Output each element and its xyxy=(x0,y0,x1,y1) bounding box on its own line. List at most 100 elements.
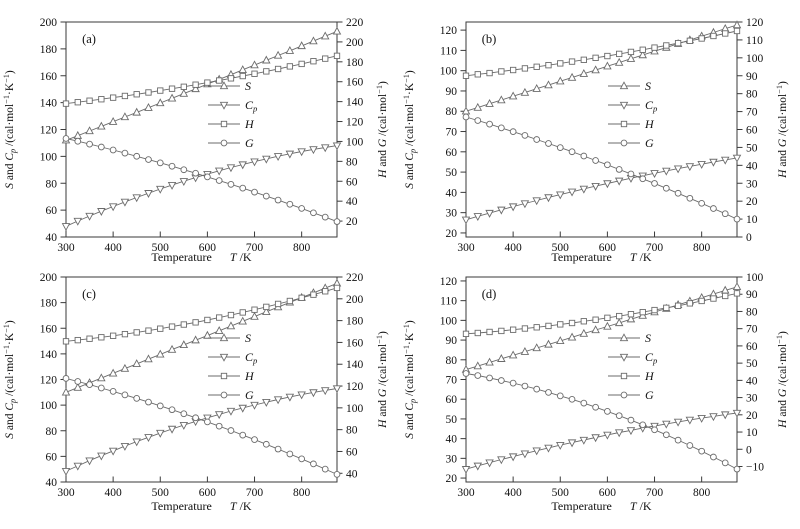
circle-marker-icon xyxy=(227,180,235,188)
triangle-up-marker-icon xyxy=(320,31,330,40)
right-tick-label: 220 xyxy=(346,272,364,284)
circle-marker-icon xyxy=(662,431,670,439)
triangle-down-marker-icon xyxy=(579,185,589,194)
series-G-line xyxy=(465,373,738,470)
left-tick-label: 30 xyxy=(446,453,458,465)
triangle-up-marker-icon xyxy=(532,83,541,92)
triangle-up-marker-icon xyxy=(619,81,629,90)
triangle-down-marker-icon xyxy=(250,401,259,410)
circle-marker-icon xyxy=(710,453,717,461)
right-tick-label: 0 xyxy=(746,232,752,244)
circle-marker-icon xyxy=(698,199,706,207)
legend-label-G: G xyxy=(645,136,654,150)
left-tick-label: 80 xyxy=(46,178,58,190)
circle-marker-icon xyxy=(239,431,247,439)
series-S-line xyxy=(65,30,338,141)
circle-marker-icon xyxy=(592,403,599,411)
triangle-down-marker-icon xyxy=(320,144,330,153)
triangle-down-marker-icon xyxy=(85,457,94,466)
legend: S Cp HG xyxy=(208,79,258,150)
triangle-up-marker-icon xyxy=(73,382,83,391)
triangle-up-marker-icon xyxy=(262,307,271,315)
series-S-line xyxy=(465,286,738,371)
triangle-down-marker-icon xyxy=(614,177,624,186)
right-tick-label: 60 xyxy=(346,176,358,188)
circle-marker-icon xyxy=(168,406,176,414)
triangle-up-marker-icon xyxy=(520,87,530,96)
triangle-down-marker-icon xyxy=(497,456,506,465)
circle-marker-icon xyxy=(615,166,623,173)
triangle-down-marker-icon xyxy=(650,170,659,179)
triangle-up-marker-icon xyxy=(97,373,106,382)
left-tick-label: 180 xyxy=(40,44,58,56)
circle-marker-icon xyxy=(556,144,564,151)
right-axis-ticks: −10 0 10 20 30 40 50 60 70 80 90 100 xyxy=(737,272,764,473)
legend: S Cp HG xyxy=(608,331,658,402)
triangle-down-marker-icon xyxy=(619,101,629,110)
left-tick-label: 80 xyxy=(46,426,58,438)
right-tick-label: 80 xyxy=(746,89,758,101)
triangle-down-marker-icon xyxy=(591,434,600,443)
square-marker-icon xyxy=(298,294,305,301)
left-axis-title: S and Cp /(cal·mol−1·K−1) xyxy=(402,320,418,439)
panel-d: 300 400 500 600 700 800 20 30 40 50 60 70 80 90 100 110… xyxy=(400,264,800,529)
circle-marker-icon xyxy=(627,170,635,178)
triangle-down-marker-icon xyxy=(144,190,153,198)
triangle-down-marker-icon xyxy=(214,411,224,420)
triangle-down-marker-icon xyxy=(156,429,165,438)
series-Cp-line xyxy=(65,145,338,227)
triangle-down-marker-icon xyxy=(285,393,295,402)
square-marker-icon xyxy=(686,300,694,307)
circle-marker-icon xyxy=(192,414,199,422)
circle-marker-icon xyxy=(156,402,164,410)
triangle-down-marker-icon xyxy=(167,425,177,434)
circle-marker-icon xyxy=(86,381,93,388)
triangle-up-marker-icon xyxy=(497,95,506,104)
triangle-up-marker-icon xyxy=(132,359,141,368)
square-marker-icon xyxy=(639,308,646,316)
triangle-up-marker-icon xyxy=(591,65,600,74)
circle-marker-icon xyxy=(651,426,658,434)
right-axis-ticks: 40 60 80 100 120 140 160 180 200 220 xyxy=(337,272,364,480)
circle-marker-icon xyxy=(321,213,329,221)
left-tick-label: 60 xyxy=(446,147,458,159)
right-tick-label: 40 xyxy=(746,160,758,172)
circle-marker-icon xyxy=(462,113,470,121)
square-marker-icon xyxy=(557,60,564,67)
legend-item-H: H xyxy=(608,117,655,131)
square-marker-icon xyxy=(298,60,305,68)
triangle-up-marker-icon xyxy=(120,112,130,121)
circle-marker-icon xyxy=(521,382,529,390)
square-marker-icon xyxy=(627,311,635,318)
square-marker-icon xyxy=(168,323,176,330)
square-marker-icon xyxy=(533,63,540,70)
triangle-up-marker-icon xyxy=(85,126,94,135)
circle-marker-icon xyxy=(698,447,706,455)
left-axis-title: S and Cp /(cal·mol−1·K−1) xyxy=(402,70,418,189)
circle-marker-icon xyxy=(192,169,199,177)
left-tick-label: 100 xyxy=(440,66,458,78)
circle-marker-icon xyxy=(97,384,105,392)
left-tick-label: 90 xyxy=(446,335,458,347)
triangle-down-marker-icon xyxy=(520,200,530,209)
circle-marker-icon xyxy=(286,450,294,458)
right-tick-label: 50 xyxy=(746,142,758,154)
triangle-down-marker-icon xyxy=(167,181,177,190)
triangle-down-marker-icon xyxy=(273,396,283,405)
square-marker-icon xyxy=(616,312,623,320)
circle-marker-icon xyxy=(121,149,129,157)
right-tick-label: 70 xyxy=(746,324,758,336)
x-tick-label: 300 xyxy=(457,242,475,254)
triangle-up-marker-icon xyxy=(485,98,494,107)
square-marker-icon xyxy=(733,27,741,35)
left-tick-label: 100 xyxy=(40,400,58,412)
right-axis-title: H and G /(cal·mol−1) xyxy=(375,331,389,429)
legend: S Cp HG xyxy=(608,79,658,150)
circle-marker-icon xyxy=(156,159,164,167)
circle-marker-icon xyxy=(262,192,270,200)
triangle-down-marker-icon xyxy=(544,194,553,203)
circle-marker-icon xyxy=(239,184,247,192)
left-axis-ticks: 40 60 80 100 120 140 160 180 200 xyxy=(40,272,66,489)
left-tick-label: 120 xyxy=(40,375,58,387)
triangle-down-marker-icon xyxy=(497,206,506,215)
